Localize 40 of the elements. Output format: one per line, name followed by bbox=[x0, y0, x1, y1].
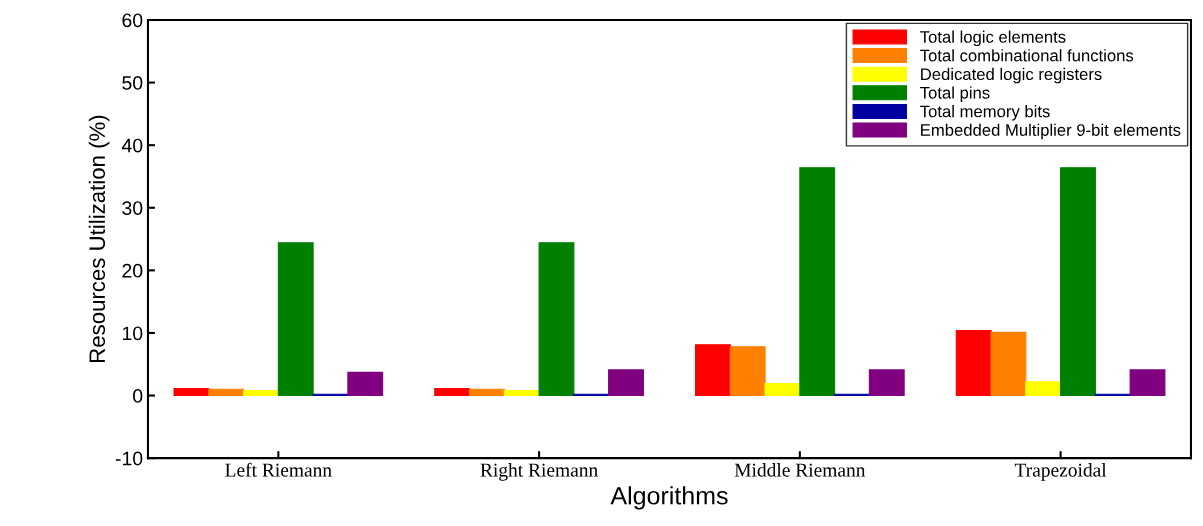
bar bbox=[799, 167, 836, 397]
bar bbox=[868, 369, 905, 397]
x-axis-title: Algorithms bbox=[610, 486, 728, 510]
legend-label: Total combinational functions bbox=[920, 49, 1134, 62]
bar bbox=[694, 344, 731, 397]
legend-label: Embedded Multiplier 9-bit elements bbox=[921, 123, 1181, 140]
bar bbox=[608, 369, 644, 397]
y-tick-label: 30 bbox=[122, 201, 143, 216]
legend-label: Dedicated logic registers bbox=[921, 67, 1102, 84]
bar bbox=[173, 388, 210, 397]
bar bbox=[1129, 369, 1166, 397]
bar bbox=[955, 329, 992, 397]
x-tick-label: Right Riemann bbox=[480, 463, 598, 481]
bar bbox=[434, 388, 471, 397]
bar bbox=[1060, 167, 1096, 397]
y-tick-label: 20 bbox=[122, 263, 143, 278]
bar bbox=[243, 389, 279, 397]
x-tick-label: Middle Riemann bbox=[734, 463, 866, 477]
y-tick-label: -10 bbox=[115, 451, 143, 466]
bar bbox=[1025, 381, 1062, 397]
y-tick-label: 40 bbox=[121, 138, 143, 153]
bar bbox=[347, 371, 384, 397]
bar bbox=[469, 388, 505, 397]
bar bbox=[764, 383, 801, 397]
y-tick-label: 50 bbox=[122, 76, 143, 90]
y-tick-label: 60 bbox=[122, 13, 143, 28]
y-axis-title: Resources Utilization (%) bbox=[88, 115, 110, 362]
y-tick-label: 0 bbox=[133, 389, 143, 403]
legend-label: Total pins bbox=[920, 86, 990, 102]
bar bbox=[990, 331, 1027, 397]
x-tick-label: Left Riemann bbox=[225, 462, 332, 477]
bar bbox=[208, 388, 245, 397]
x-tick-label: Trapezoidal bbox=[1014, 463, 1107, 481]
bar bbox=[277, 242, 314, 397]
y-tick-label: 10 bbox=[122, 326, 143, 341]
bar bbox=[729, 346, 766, 397]
bar bbox=[538, 242, 575, 397]
bar bbox=[503, 389, 540, 397]
legend-label: Total memory bits bbox=[920, 105, 1050, 121]
legend-label: Total logic elements bbox=[920, 30, 1066, 47]
